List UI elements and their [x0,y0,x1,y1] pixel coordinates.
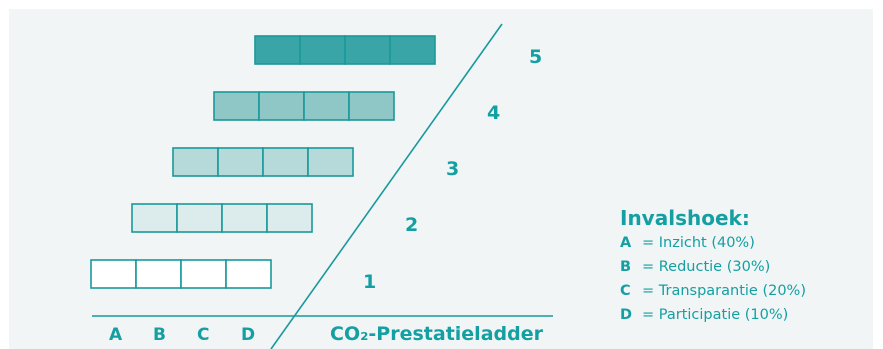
legend-text: = Inzicht (40%) [642,235,755,251]
legend-title: Invalshoek: [620,206,750,230]
legend-text: = Transparantie (20%) [642,283,806,299]
level-label-3: 3 [446,158,460,180]
column-label-d: D [241,325,256,345]
level-1-cell-a [90,259,137,289]
legend-item-b: B = Reductie (30%) [620,259,770,275]
level-4-cell-a [213,91,260,121]
legend-key: A [620,235,632,251]
level-label-4: 4 [487,102,501,124]
level-3-cell-a [172,147,219,177]
level-4-cell-c [303,91,350,121]
level-3-cell-b [217,147,264,177]
legend-item-a: A = Inzicht (40%) [620,235,755,251]
legend-item-c: C = Transparantie (20%) [620,283,806,299]
level-5-cell-d [389,35,436,65]
level-1-cell-d [225,259,272,289]
level-label-5: 5 [529,46,543,68]
legend-text: = Reductie (30%) [642,259,771,275]
legend-key: B [620,259,632,275]
axis-title: CO₂-Prestatieladder [330,323,543,345]
level-4-cell-d [348,91,395,121]
level-5-cell-b [299,35,346,65]
column-label-b: B [153,325,166,345]
level-5-cell-a [254,35,301,65]
level-1-cell-c [180,259,227,289]
diagram-panel [9,9,873,349]
level-3-cell-c [262,147,309,177]
column-label-a: A [109,325,123,345]
level-5-cell-c [344,35,391,65]
legend-text: = Participatie (10%) [642,307,789,323]
level-2-cell-d [266,203,313,233]
legend-key: C [620,283,631,299]
level-2-cell-c [221,203,268,233]
level-label-2: 2 [405,214,419,236]
level-4-cell-b [258,91,305,121]
column-label-c: C [197,325,210,345]
level-2-cell-b [176,203,223,233]
level-label-1: 1 [363,271,377,293]
level-2-cell-a [131,203,178,233]
legend-item-d: D = Participatie (10%) [620,307,788,323]
level-3-cell-d [307,147,354,177]
level-1-cell-b [135,259,182,289]
legend-key: D [620,307,633,323]
ladder-diagonal-line [270,23,503,349]
